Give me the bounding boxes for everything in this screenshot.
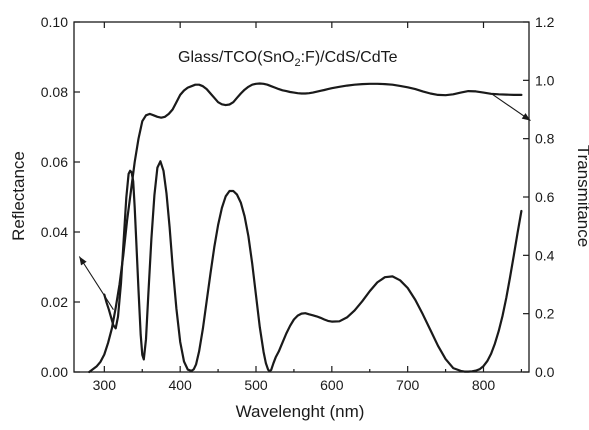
y-left-tick-label: 0.00 (41, 364, 68, 380)
x-tick-label: 400 (168, 377, 192, 393)
y-left-tick-label: 0.02 (41, 294, 68, 310)
annotation-subscript: 2 (294, 57, 300, 69)
x-tick-label: 600 (320, 377, 344, 393)
y-right-tick-label: 0.2 (535, 306, 555, 322)
y-right-tick-label: 1.0 (535, 72, 555, 88)
annotation-suffix: :F)/CdS/CdTe (301, 49, 398, 66)
x-axis-title: Wavelenght (nm) (236, 402, 365, 421)
y-left-tick-label: 0.10 (41, 14, 68, 30)
y-left-tick-label: 0.06 (41, 154, 68, 170)
annotation-prefix: Glass/TCO(SnO (178, 49, 294, 66)
x-tick-label: 700 (396, 377, 420, 393)
y-left-tick-label: 0.04 (41, 224, 68, 240)
y-right-tick-label: 0.0 (535, 364, 555, 380)
plot-frame (73, 21, 530, 373)
x-tick-label: 800 (472, 377, 496, 393)
ticks: 300 400 500 600 700 8000.000.020.040.060.080.… (41, 14, 555, 393)
y-right-axis-title: Transmitance (574, 145, 589, 247)
arrows (78, 93, 531, 310)
y-right-tick-label: 1.2 (535, 14, 555, 30)
y-right-tick-label: 0.6 (535, 189, 555, 205)
y-left-axis-title: Reflectance (9, 151, 28, 241)
y-right-tick-label: 0.4 (535, 247, 555, 263)
y-left-tick-label: 0.08 (41, 84, 68, 100)
reflectance-arrowhead (79, 256, 87, 266)
x-tick-label: 300 (93, 377, 117, 393)
transmitance-arrowhead (521, 113, 531, 121)
reflectance-arrow (78, 256, 114, 310)
x-tick-label: 500 (244, 377, 268, 393)
transmitance-curve (88, 82, 523, 374)
chart-annotation: Glass/TCO(SnO2:F)/CdS/CdTe (178, 49, 398, 69)
curves (88, 82, 523, 374)
axes (73, 21, 530, 373)
reflectance-curve (103, 160, 523, 373)
y-right-tick-label: 0.8 (535, 131, 555, 147)
